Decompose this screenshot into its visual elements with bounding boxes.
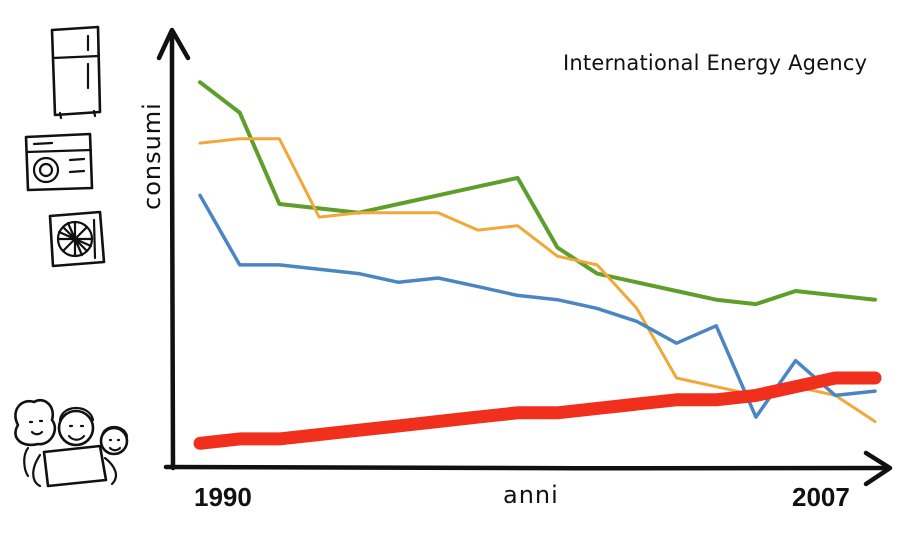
x-axis (163, 450, 893, 487)
washing-machine-icon (24, 132, 94, 192)
air-conditioner-icon (48, 210, 106, 268)
series-line-orange (198, 137, 877, 423)
series-line-red (193, 371, 882, 450)
series-line-green (198, 80, 877, 307)
source-note: International Energy Agency (563, 51, 867, 75)
x-tick-end: 2007 (792, 482, 850, 512)
x-tick-start: 1990 (194, 482, 252, 512)
y-axis-label: consumi (138, 102, 166, 210)
refrigerator-icon (50, 25, 102, 120)
series-line-blue (198, 193, 877, 419)
x-axis-label: anni (503, 481, 559, 509)
series-layer (193, 80, 882, 450)
family-icon (14, 399, 129, 488)
y-axis (156, 27, 191, 471)
